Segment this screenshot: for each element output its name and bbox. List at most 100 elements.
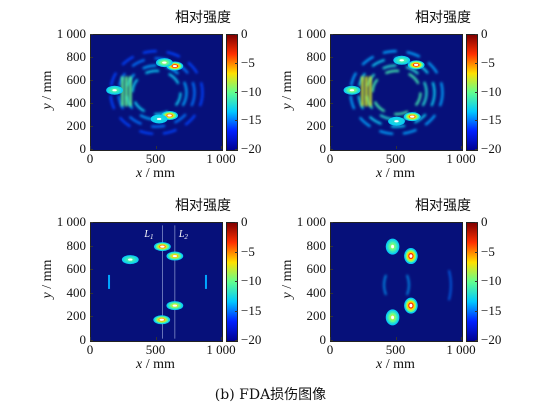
ytick-top-left-3: 400 [66,95,87,110]
xtick-bottom-right-0: 0 [326,342,334,357]
ytick-mark [90,340,93,341]
ytick-top-right-1: 800 [306,49,327,64]
ylabel-top-right: y / mm [280,70,295,109]
xtick-mark [221,337,222,340]
hotspot-top-right-0 [407,60,425,70]
left-band [121,76,132,107]
ytick-bottom-left-5: 0 [79,332,87,347]
ytick-mark [330,340,333,341]
cb-tickmark [475,91,478,93]
ytick-bottom-right-0: 1 000 [296,214,326,229]
xtick-mark [395,337,397,340]
heatmap-svg-bottom-right [383,238,452,326]
heatmap-plot-bottom-right [330,222,463,342]
ytick-mark [330,34,333,35]
xtick-mark [90,337,91,340]
cb-tickmark [475,310,478,312]
xtick-top-right-2: 1 000 [446,151,476,166]
ytick-mark [90,269,93,271]
ytick-top-right-5: 0 [319,141,327,156]
label-L2: L2 [178,229,189,241]
ytick-mark [90,292,93,294]
colorbar-tick-bottom-right-3: −15 [481,302,502,318]
cb-tickmark [475,222,478,223]
colorbar-tick-bottom-right-4: −20 [481,332,502,347]
cb-tickmark [475,149,478,150]
colorbar-tick-top-right-0: 0 [481,26,488,41]
colorbar-tick-top-left-4: −20 [241,141,262,156]
cb-tickmark [235,91,238,93]
ytick-bottom-right-1: 800 [306,237,327,253]
colorbar-tick-top-right-3: −15 [481,112,502,128]
cb-tickmark [235,340,238,341]
xtick-top-left-1: 500 [145,151,166,166]
colorbar-tick-bottom-left-3: −15 [241,302,262,318]
heatmap-plot-top-right [330,34,463,151]
hotspot-top-right-2 [343,85,361,95]
ytick-mark [330,222,333,223]
ytick-mark [330,126,333,127]
xtick-mark [461,337,462,340]
xtick-bottom-right-1: 500 [385,342,406,357]
ytick-top-left-0: 1 000 [56,26,86,41]
figure-caption: (b) FDA损伤图像 [214,387,327,403]
ylabel-bottom-right: y / mm [280,259,295,299]
colorbar-tick-top-left-1: −5 [241,54,255,70]
hotspot-bottom-left-1 [166,251,184,261]
colorbar-tick-top-left-2: −10 [241,83,262,99]
ytick-top-right-2: 600 [306,72,327,87]
heatmap-svg-bottom-left: L1 L2 [108,225,207,339]
ytick-top-left-4: 200 [66,118,87,133]
xtick-top-left-0: 0 [86,151,94,166]
xtick-bottom-left-0: 0 [86,342,94,357]
xtick-bottom-left-2: 1 000 [206,342,236,357]
xlabel-top-right: x / mm [376,166,415,181]
hotspot-top-left-3 [106,85,123,95]
hotspot-bottom-right-3 [385,309,400,326]
colorbar-bottom-left [226,222,238,342]
colorbar-tick-bottom-right-0: 0 [481,214,488,229]
ytick-bottom-right-3: 400 [306,284,327,300]
hotspot-top-right-3 [393,55,411,65]
colorbar-tick-bottom-left-0: 0 [241,214,248,229]
xtick-mark [155,337,157,340]
ytick-bottom-left-4: 200 [66,308,87,324]
ylabel-bottom-left: y / mm [40,259,55,299]
ytick-mark [90,34,93,35]
colorbar-tick-top-right-2: −10 [481,83,502,99]
ytick-top-right-3: 400 [306,95,327,110]
cb-tickmark [235,62,238,64]
ytick-top-left-1: 800 [66,49,87,64]
heatmap-svg-top-right [343,49,444,136]
ytick-mark [330,269,333,271]
ytick-top-right-4: 200 [306,118,327,133]
xlabel-bottom-left: x / mm [136,357,175,372]
ytick-bottom-left-3: 400 [66,284,87,300]
xtick-mark [395,146,397,149]
xlabel-bottom-right: x / mm [376,357,415,372]
colorbar-tick-bottom-left-4: −20 [241,332,262,347]
ytick-bottom-right-5: 0 [319,332,327,347]
heatmap-svg-top-left [106,49,204,136]
ytick-mark [330,149,333,150]
hotspot-bottom-left-3 [153,315,171,325]
hotspot-bottom-left-2 [166,301,184,311]
xtick-mark [330,146,331,149]
cb-tickmark [235,222,238,223]
xtick-top-left-2: 1 000 [206,151,236,166]
ytick-bottom-left-1: 800 [66,237,87,253]
cb-tickmark [475,251,478,253]
hotspot-bottom-right-0 [385,238,400,255]
xtick-top-right-1: 500 [385,151,406,166]
xtick-mark [155,146,157,149]
ytick-top-left-5: 0 [79,141,87,156]
ytick-mark [90,149,93,150]
xlabel-top-left: x / mm [136,166,175,181]
hotspot-bottom-right-1 [404,248,418,265]
colorbar-title-bottom-right: 相对强度 [415,198,471,214]
cb-tickmark [235,251,238,253]
xtick-mark [221,146,222,149]
colorbar-tick-bottom-right-1: −5 [481,243,495,259]
ytick-mark [330,103,333,104]
